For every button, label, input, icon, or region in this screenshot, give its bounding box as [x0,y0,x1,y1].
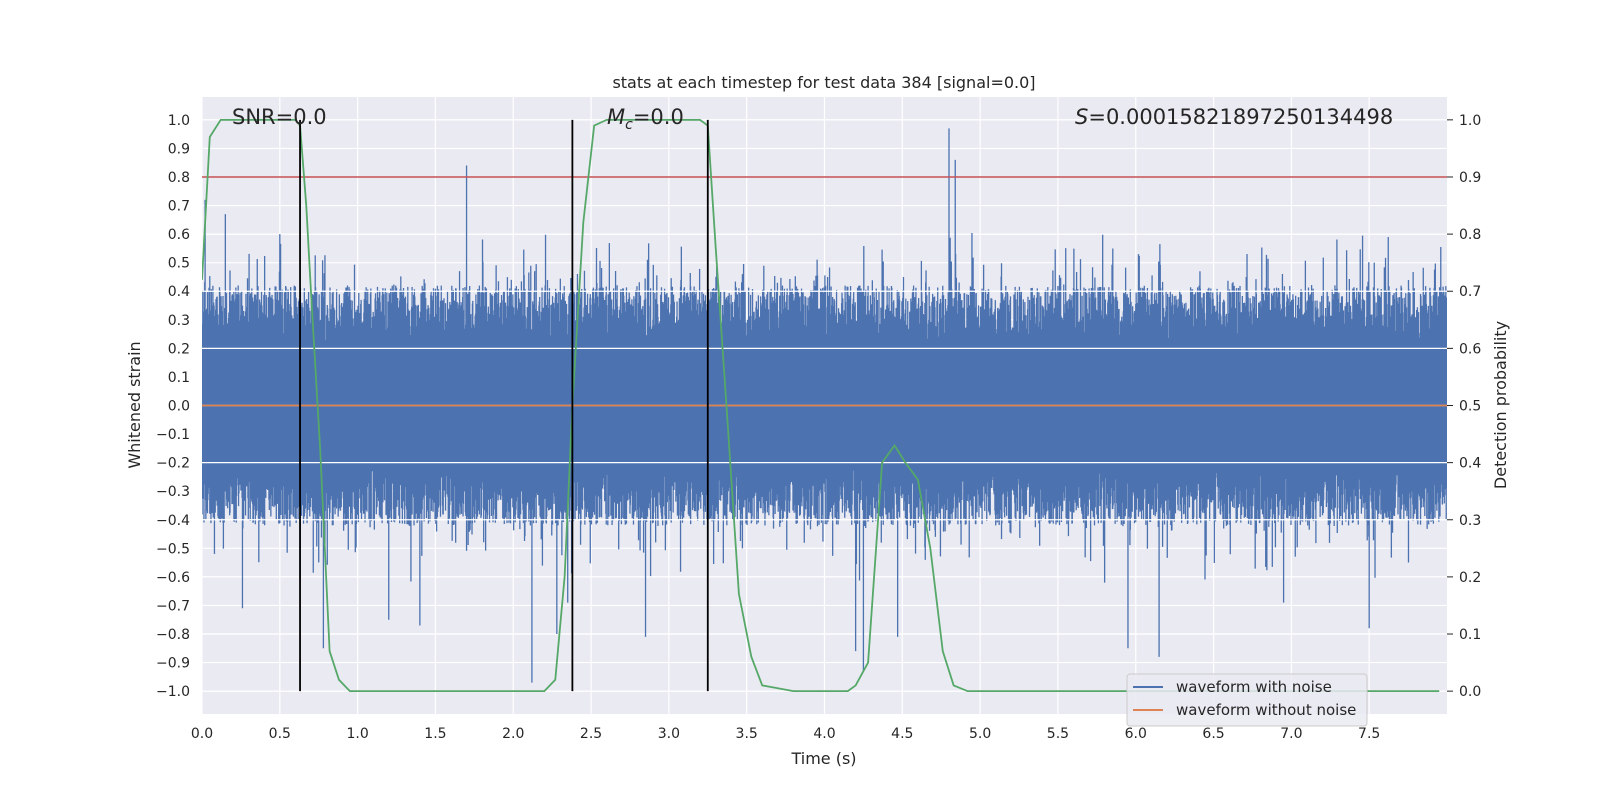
y-left-tick-label: −0.1 [156,427,190,443]
x-tick-label: 3.0 [658,726,680,742]
detection-probability-line [202,118,1440,693]
y-right-tick-label: 0.8 [1459,227,1481,243]
y-left-tick-label: 0.4 [168,284,190,300]
legend: waveform with noise waveform without noi… [1126,673,1368,727]
x-tick-label: 4.5 [891,726,913,742]
chirp-mass-value: =0.0 [633,105,684,129]
y-left-tick-label: 0.5 [168,256,190,272]
y-left-tick-label: −0.4 [156,513,190,529]
x-tick-label: 1.5 [424,726,446,742]
y-left-tick-label: 0.0 [168,399,190,415]
y-left-tick-label: 0.9 [168,141,190,157]
y-right-tick-label: 0.0 [1459,684,1481,700]
legend-label-clean: waveform without noise [1176,701,1356,719]
x-tick-label: 0.5 [269,726,291,742]
s-value: =0.00015821897250134498 [1088,105,1393,129]
waveform-with-noise-series [202,128,1447,683]
y-left-tick-label: 0.2 [168,341,190,357]
y-right-tick-label: 0.5 [1459,399,1481,415]
x-tick-label: 2.5 [580,726,602,742]
y-left-tick-label: −0.7 [156,598,190,614]
x-tick-label: 5.5 [1047,726,1069,742]
x-tick-label: 2.0 [502,726,524,742]
noise-core-band [202,351,1447,463]
chart-title: stats at each timestep for test data 384… [612,73,1035,92]
y-right-tick-label: 0.9 [1459,170,1481,186]
y-left-tick-label: 0.3 [168,313,190,329]
legend-label-noise: waveform with noise [1176,678,1332,696]
y-left-tick-label: −0.6 [156,570,190,586]
y-right-tick-label: 0.7 [1459,284,1481,300]
y-left-tick-label: −0.8 [156,627,190,643]
y-left-tick-label: 0.7 [168,199,190,215]
y-left-tick-label: 0.1 [168,370,190,386]
chirp-mass-subscript: c [625,117,633,133]
y-left-tick-label: 0.8 [168,170,190,186]
y-left-axis-ticks: 1.0 0.9 0.8 0.7 0.6 0.5 0.4 0.3 0.2 0.1 0.0 −0.1 −0.… [156,113,190,700]
x-tick-label: 7.5 [1358,726,1380,742]
plot-content [202,118,1447,693]
x-tick-label: 4.0 [813,726,835,742]
x-tick-label: 1.0 [346,726,368,742]
chirp-mass-symbol: M [607,105,625,129]
overlay-lines [202,118,1447,693]
y-left-tick-label: −0.2 [156,456,190,472]
x-axis-ticks: 0.0 0.5 1.0 1.5 2.0 2.5 3.0 3.5 4.0 4.5 5.0 5.5 6.0 6… [191,726,1380,742]
y-left-tick-label: 0.6 [168,227,190,243]
snr-annotation: SNR=0.0 [232,105,327,129]
s-symbol: S [1075,105,1088,129]
y-left-tick-label: −1.0 [156,684,190,700]
legend-box [1126,673,1368,727]
s-annotation: S=0.00015821897250134498 [1075,105,1393,129]
chirp-mass-annotation: Mc=0.0 [607,105,684,133]
y-right-tick-label: 0.3 [1459,513,1481,529]
y-left-tick-label: −0.9 [156,656,190,672]
y-left-axis-label: Whitened strain [125,341,144,468]
x-tick-label: 3.5 [736,726,758,742]
y-right-tick-label: 0.6 [1459,341,1481,357]
x-tick-label: 6.5 [1202,726,1224,742]
x-tick-label: 0.0 [191,726,213,742]
y-left-tick-label: −0.3 [156,484,190,500]
x-tick-label: 7.0 [1280,726,1302,742]
x-tick-label: 6.0 [1125,726,1147,742]
y-right-tick-label: 0.1 [1459,627,1481,643]
y-right-axis-ticks: 1.0 0.9 0.8 0.7 0.6 0.5 0.4 0.3 0.2 0.1 0.0 [1447,113,1481,700]
y-right-axis-label: Detection probability [1491,321,1510,489]
y-left-tick-label: 1.0 [168,113,190,129]
y-right-tick-label: 1.0 [1459,113,1481,129]
y-left-tick-label: −0.5 [156,541,190,557]
x-axis-label: Time (s) [790,749,856,768]
x-tick-label: 5.0 [969,726,991,742]
y-right-tick-label: 0.4 [1459,456,1481,472]
y-right-tick-label: 0.2 [1459,570,1481,586]
